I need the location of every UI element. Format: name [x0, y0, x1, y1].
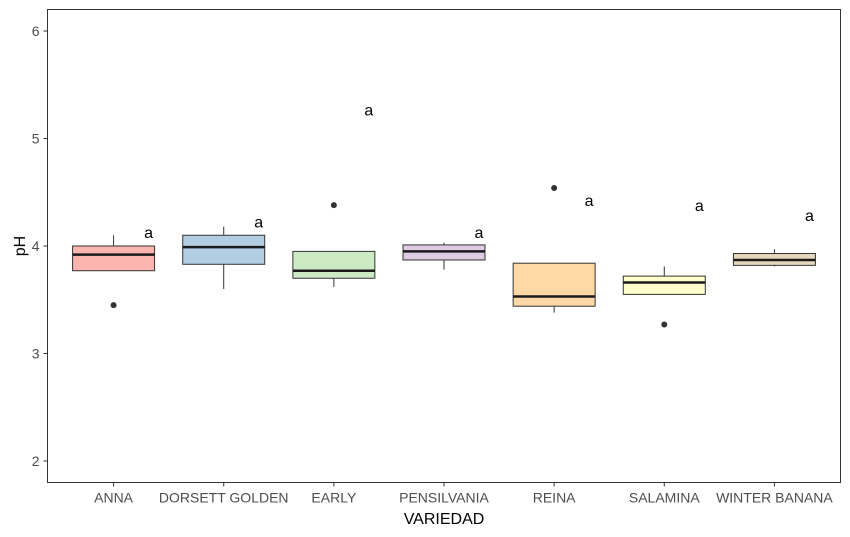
box-group: a [402, 225, 486, 270]
x-tick-label: WINTER BANANA [716, 490, 833, 506]
box-group: a [622, 198, 706, 328]
x-axis: ANNA DORSETT GOLDEN EARLY PENSILVANIA REINA S… [94, 482, 833, 506]
y-tick-label: 6 [32, 23, 40, 39]
box-group: a [512, 184, 596, 313]
x-axis-title: VARIEDAD [404, 511, 485, 528]
x-tick-label: ANNA [94, 490, 134, 506]
x-tick-label: REINA [533, 490, 576, 506]
significance-letter: a [254, 214, 263, 231]
boxes: a a a a a a a [72, 102, 816, 328]
significance-letter: a [475, 225, 484, 242]
box-iqr [512, 262, 596, 307]
box-iqr [622, 275, 706, 295]
box-iqr [292, 250, 376, 279]
y-tick-label: 2 [32, 453, 40, 469]
y-tick-label: 3 [32, 346, 40, 362]
y-axis: 2 3 4 5 6 [32, 23, 48, 469]
significance-letter: a [144, 225, 153, 242]
box-iqr [182, 234, 266, 265]
significance-letter: a [695, 198, 704, 215]
significance-letter: a [364, 102, 373, 119]
x-tick-label: PENSILVANIA [399, 490, 489, 506]
significance-letter: a [585, 193, 594, 210]
box-group: a [292, 102, 376, 287]
box-iqr [72, 245, 156, 272]
y-tick-label: 5 [32, 131, 40, 147]
box-group: a [72, 225, 156, 309]
outlier-point [110, 302, 117, 309]
box-group: a [182, 214, 266, 289]
y-axis-title: pH [12, 236, 29, 256]
outlier-point [661, 321, 668, 328]
x-tick-label: DORSETT GOLDEN [159, 490, 289, 506]
x-tick-label: SALAMINA [629, 490, 700, 506]
box-group: a [732, 208, 816, 267]
outlier-point [551, 184, 558, 191]
significance-letter: a [805, 208, 814, 225]
x-tick-label: EARLY [311, 490, 357, 506]
outlier-point [330, 202, 337, 209]
y-tick-label: 4 [32, 238, 40, 254]
